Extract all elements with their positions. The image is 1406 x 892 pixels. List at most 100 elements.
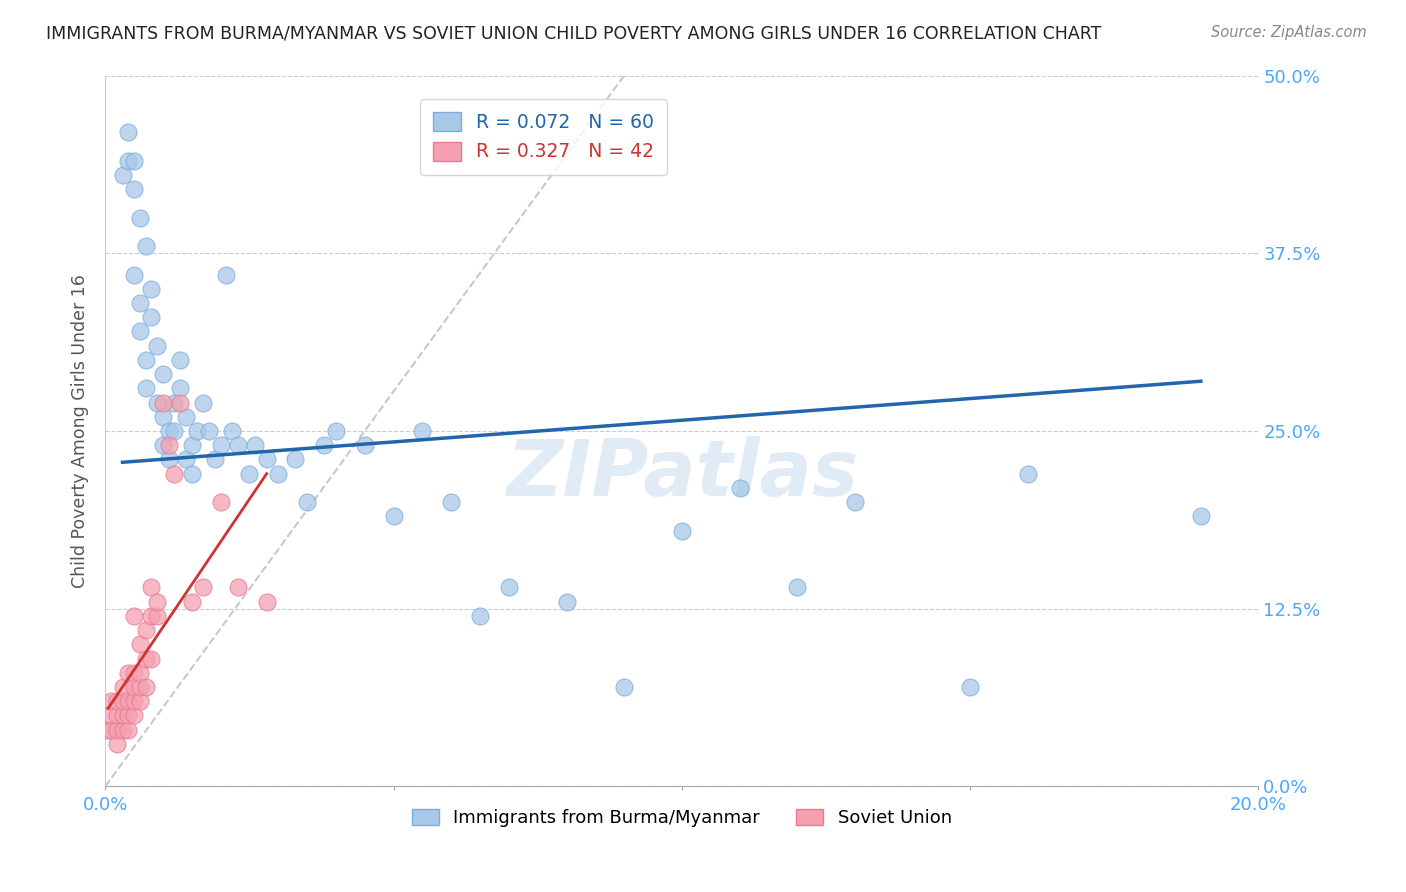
Point [122, 608, 145, 623]
Point [256, 594, 278, 608]
Point [128, 637, 150, 651]
Point [180, 438, 202, 452]
Point [128, 680, 150, 694]
Point [671, 524, 693, 538]
Point [209, 495, 232, 509]
Point [613, 680, 636, 694]
Point [786, 581, 808, 595]
Point [169, 381, 191, 395]
Point [152, 395, 174, 409]
Point [135, 239, 157, 253]
Point [122, 665, 145, 680]
Point [267, 467, 290, 481]
Point [314, 438, 336, 452]
Point [243, 438, 266, 452]
Point [141, 581, 163, 595]
Point [174, 452, 197, 467]
Point [122, 694, 145, 708]
Point [141, 282, 163, 296]
Point [959, 680, 981, 694]
Point [193, 395, 215, 409]
Point [440, 495, 463, 509]
Point [117, 153, 139, 168]
Point [728, 481, 751, 495]
Text: ZIPatlas: ZIPatlas [506, 435, 858, 512]
Point [284, 452, 307, 467]
Point [169, 395, 191, 409]
Point [186, 424, 208, 438]
Point [157, 438, 180, 452]
Point [146, 395, 169, 409]
Point [135, 352, 157, 367]
Point [152, 409, 174, 424]
Point [198, 424, 221, 438]
Point [221, 424, 243, 438]
Point [117, 694, 139, 708]
Point [180, 594, 202, 608]
Point [498, 581, 520, 595]
Point [555, 594, 578, 608]
Point [135, 381, 157, 395]
Text: Source: ZipAtlas.com: Source: ZipAtlas.com [1211, 25, 1367, 40]
Point [111, 680, 134, 694]
Point [117, 665, 139, 680]
Point [135, 623, 157, 637]
Point [128, 211, 150, 225]
Legend: Immigrants from Burma/Myanmar, Soviet Union: Immigrants from Burma/Myanmar, Soviet Un… [405, 802, 959, 834]
Point [122, 153, 145, 168]
Point [295, 495, 318, 509]
Point [163, 395, 186, 409]
Point [157, 452, 180, 467]
Point [105, 723, 128, 737]
Point [180, 467, 202, 481]
Point [193, 581, 215, 595]
Point [128, 325, 150, 339]
Point [226, 438, 249, 452]
Point [226, 581, 249, 595]
Point [204, 452, 226, 467]
Point [152, 438, 174, 452]
Point [163, 424, 186, 438]
Point [146, 594, 169, 608]
Point [141, 651, 163, 665]
Point [135, 680, 157, 694]
Point [122, 182, 145, 196]
Point [209, 438, 232, 452]
Point [111, 168, 134, 182]
Point [382, 509, 405, 524]
Point [122, 268, 145, 282]
Point [141, 608, 163, 623]
Y-axis label: Child Poverty Among Girls Under 16: Child Poverty Among Girls Under 16 [72, 274, 89, 588]
Point [100, 723, 122, 737]
Point [128, 694, 150, 708]
Point [215, 268, 238, 282]
Point [353, 438, 375, 452]
Point [256, 452, 278, 467]
Point [146, 339, 169, 353]
Point [111, 694, 134, 708]
Point [100, 694, 122, 708]
Point [468, 608, 491, 623]
Point [111, 723, 134, 737]
Point [135, 651, 157, 665]
Point [141, 310, 163, 325]
Point [117, 125, 139, 139]
Point [163, 467, 186, 481]
Point [152, 367, 174, 381]
Point [117, 723, 139, 737]
Point [105, 694, 128, 708]
Point [111, 708, 134, 723]
Point [844, 495, 866, 509]
Point [169, 352, 191, 367]
Point [117, 708, 139, 723]
Point [146, 608, 169, 623]
Text: IMMIGRANTS FROM BURMA/MYANMAR VS SOVIET UNION CHILD POVERTY AMONG GIRLS UNDER 16: IMMIGRANTS FROM BURMA/MYANMAR VS SOVIET … [46, 25, 1102, 43]
Point [1189, 509, 1212, 524]
Point [105, 708, 128, 723]
Point [174, 409, 197, 424]
Point [157, 424, 180, 438]
Point [128, 296, 150, 310]
Point [122, 680, 145, 694]
Point [122, 708, 145, 723]
Point [1017, 467, 1039, 481]
